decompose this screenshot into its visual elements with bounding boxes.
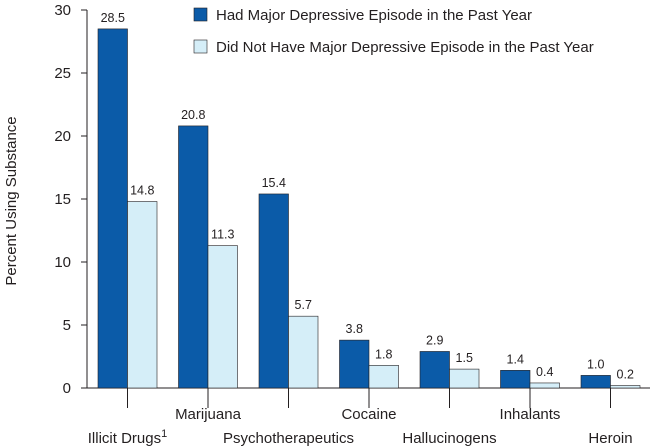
legend: Had Major Depressive Episode in the Past… [193,7,594,56]
category-label: Hallucinogens [402,430,496,447]
bars: 28.5 14.8 20.8 11.3 15.4 5.7 3.8 1.8 2.9 1.5 1.4 0.… [97,11,641,389]
bar-had-mde [580,375,611,389]
y-tick-label: 20 [54,128,71,145]
category-label: Psychotherapeutics [223,430,354,447]
legend-swatch-no-mde [193,39,208,54]
value-label-no-mde: 1.5 [456,351,473,365]
y-tick-label: 25 [54,65,71,82]
bar-no-mde [207,245,238,389]
bar-no-mde [127,201,158,389]
y-tick-label: 30 [54,2,71,19]
value-label-had-mde: 28.5 [101,11,125,25]
value-label-no-mde: 0.4 [536,365,553,379]
y-tick-label: 5 [63,317,71,334]
bar-had-mde [97,28,128,389]
bar-had-mde [339,339,370,389]
value-label-had-mde: 15.4 [262,176,286,190]
bar-no-mde [449,368,480,389]
axes: 0 5 10 15 20 25 30 Illicit Drugs1 Marijuana Psych… [54,2,650,447]
bar-had-mde [178,125,209,389]
y-tick-label: 15 [54,191,71,208]
legend-swatch-had-mde [193,7,208,22]
category-label: Illicit Drugs1 [88,428,167,447]
value-label-no-mde: 5.7 [295,298,312,312]
value-label-had-mde: 2.9 [426,333,443,347]
bar-no-mde [288,315,319,389]
category-label: Cocaine [341,406,396,423]
category-label: Heroin [588,430,632,447]
value-label-had-mde: 1.4 [507,352,524,366]
bar-had-mde [419,351,450,389]
value-label-had-mde: 1.0 [587,357,604,371]
bar-had-mde [500,370,531,389]
bar-no-mde [368,365,399,389]
bar-no-mde [529,382,560,389]
bar-had-mde [258,193,289,389]
value-label-no-mde: 11.3 [211,228,234,242]
y-tick-label: 10 [54,254,71,271]
y-tick-label: 0 [63,380,71,397]
category-label: Inhalants [500,406,561,423]
value-label-no-mde: 1.8 [375,347,392,361]
y-axis-label: Percent Using Substance [3,116,20,285]
value-label-had-mde: 3.8 [346,322,363,336]
bar-no-mde [610,385,641,389]
category-label: Marijuana [175,406,242,423]
value-label-had-mde: 20.8 [181,108,205,122]
legend-label-had-mde: Had Major Depressive Episode in the Past… [216,7,532,24]
value-label-no-mde: 0.2 [617,367,634,381]
footnote-superscript: 1 [161,428,167,440]
value-label-no-mde: 14.8 [130,184,154,198]
legend-label-no-mde: Did Not Have Major Depressive Episode in… [216,39,594,56]
